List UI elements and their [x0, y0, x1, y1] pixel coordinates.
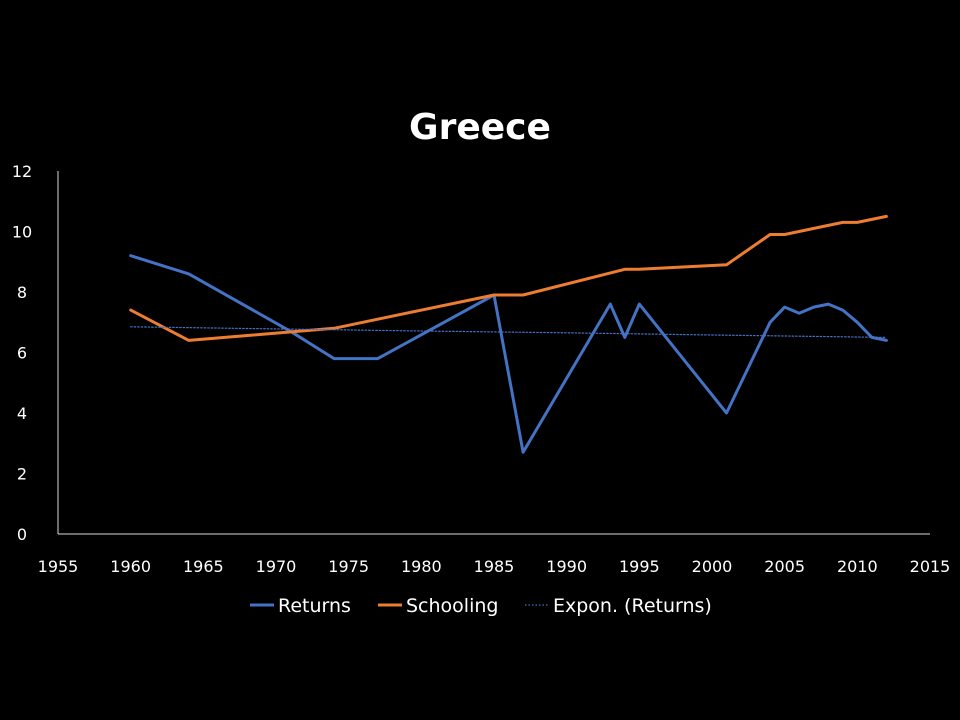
y-tick-label: 8 — [17, 283, 27, 302]
x-tick-label: 2000 — [692, 557, 733, 576]
x-tick-label: 1975 — [328, 557, 369, 576]
x-tick-label: 1970 — [256, 557, 297, 576]
x-tick-label: 1965 — [183, 557, 224, 576]
y-tick-label: 0 — [17, 525, 27, 544]
x-tick-label: 2005 — [764, 557, 805, 576]
x-tick-label: 1995 — [619, 557, 660, 576]
chart-title: Greece — [409, 107, 551, 148]
x-tick-label: 1985 — [474, 557, 515, 576]
x-tick-label: 1990 — [546, 557, 587, 576]
x-tick-label: 1960 — [110, 557, 151, 576]
chart-axes: 0 2 4 6 8 10 12 1955 1960 1965 1970 1975 1980 1985 199… — [12, 162, 951, 576]
y-tick-label: 10 — [12, 223, 32, 242]
legend-label: Returns — [278, 595, 351, 617]
x-tick-label: 2015 — [910, 557, 951, 576]
chart-legend: Returns Schooling Expon. (Returns) — [250, 595, 712, 617]
x-tick-label: 1955 — [38, 557, 79, 576]
series-line-returns — [129, 254, 888, 454]
x-tick-label: 1980 — [401, 557, 442, 576]
legend-label: Schooling — [406, 595, 498, 617]
series-line-expon-returns — [130, 326, 887, 338]
legend-label: Expon. (Returns) — [553, 595, 712, 617]
y-tick-label: 12 — [12, 162, 32, 181]
y-tick-label: 4 — [17, 404, 27, 423]
x-tick-label: 2010 — [837, 557, 878, 576]
series-line-schooling — [129, 214, 888, 342]
y-tick-label: 2 — [17, 465, 27, 484]
series-layer — [129, 214, 888, 454]
y-tick-label: 6 — [17, 344, 27, 363]
